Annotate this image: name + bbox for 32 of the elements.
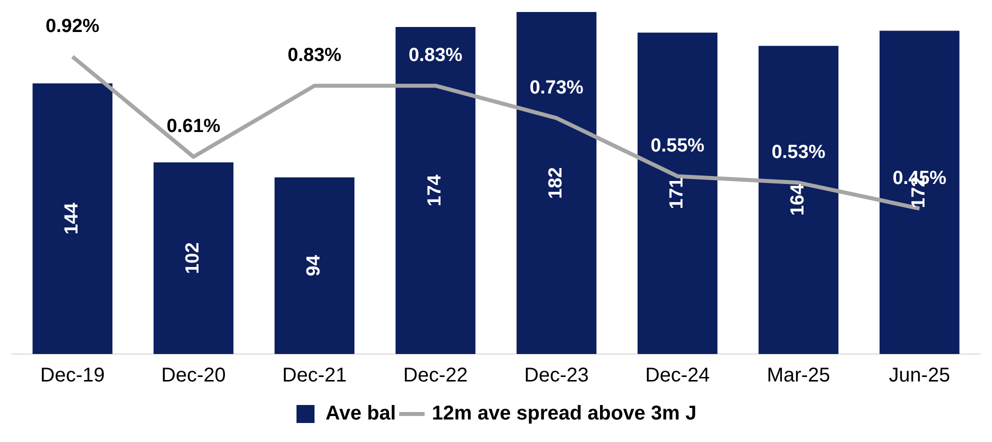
- data-label: 174: [424, 174, 446, 206]
- data-label: 0.55%: [650, 135, 705, 156]
- data-label: 0.73%: [530, 77, 584, 98]
- x-tick-label: Dec-23: [524, 364, 589, 387]
- x-tick-label: Dec-21: [282, 364, 347, 387]
- bar: [32, 83, 112, 354]
- data-label: 171: [666, 177, 688, 210]
- data-label: 164: [788, 184, 809, 216]
- data-label: 0.61%: [166, 116, 221, 138]
- data-label: 182: [546, 167, 567, 199]
- data-label: 144: [62, 202, 83, 235]
- x-tick-label: Dec-20: [161, 364, 226, 387]
- bar: [638, 32, 718, 354]
- x-tick-label: Mar-25: [766, 364, 830, 387]
- x-tick-label: Jun-25: [888, 364, 950, 387]
- data-label: 102: [182, 242, 204, 274]
- bar: [274, 177, 354, 354]
- data-label: 0.53%: [772, 142, 826, 163]
- data-label: 0.83%: [408, 44, 463, 66]
- x-tick-label: Dec-19: [40, 364, 105, 387]
- x-tick-label: Dec-22: [403, 364, 468, 387]
- legend-label: Ave bal: [326, 402, 396, 425]
- bar: [758, 46, 838, 354]
- data-label: 0.92%: [46, 16, 100, 37]
- data-label: 94: [304, 254, 325, 276]
- bar: [516, 12, 596, 354]
- legend-label: 12m ave spread above 3m J: [432, 402, 697, 425]
- data-label: 0.83%: [288, 44, 342, 66]
- bar: [154, 162, 234, 354]
- x-tick-label: Dec-24: [645, 364, 710, 387]
- bar: [880, 30, 960, 354]
- bar: [396, 27, 476, 354]
